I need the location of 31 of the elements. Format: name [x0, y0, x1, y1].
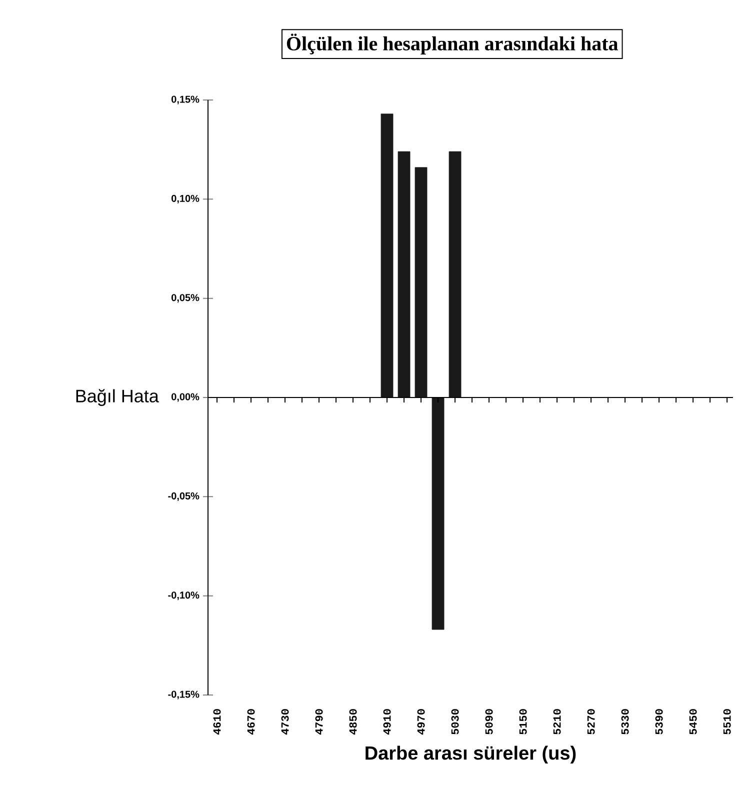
y-tick-label: -0,10% [168, 592, 200, 600]
x-tick-label: 4850 [349, 709, 357, 735]
x-tick-label: 5150 [519, 709, 527, 734]
bar [414, 167, 428, 398]
y-tick-label: -0,15% [168, 690, 200, 700]
x-tick-label: 5510 [723, 709, 731, 734]
chart-title: Ölçülen ile hesaplanan arasındaki hata [286, 34, 618, 54]
y-tick-label: 0,10% [172, 194, 200, 204]
x-tick-label: 4790 [315, 709, 323, 735]
x-tick-label: 4970 [417, 709, 425, 735]
bar [398, 151, 410, 398]
x-tick-label: 5090 [485, 709, 493, 734]
x-tick-label: 5450 [689, 709, 697, 734]
x-axis-title: Darbe arası süreler (us) [366, 746, 576, 764]
x-tick-label: 4670 [247, 709, 255, 735]
y-tick-label: 0,00% [172, 393, 200, 402]
y-tick-label: -0,05% [168, 492, 200, 501]
x-tick-label: 4730 [281, 709, 289, 735]
y-tick-label: 0,15% [172, 96, 200, 104]
x-tick-label: 5390 [655, 709, 663, 734]
bar [380, 114, 394, 398]
x-tick-label: 5210 [553, 709, 561, 734]
x-tick-label: 5270 [587, 709, 595, 734]
bar [432, 397, 444, 630]
y-axis-title: Bağıl Hata [76, 388, 159, 406]
y-tick-label: 0,05% [172, 294, 200, 303]
bar [448, 151, 462, 398]
x-tick-label: 4610 [213, 709, 221, 735]
x-tick-label: 4910 [383, 709, 391, 735]
x-tick-label: 5330 [621, 709, 629, 734]
x-tick-label: 5030 [451, 709, 459, 734]
